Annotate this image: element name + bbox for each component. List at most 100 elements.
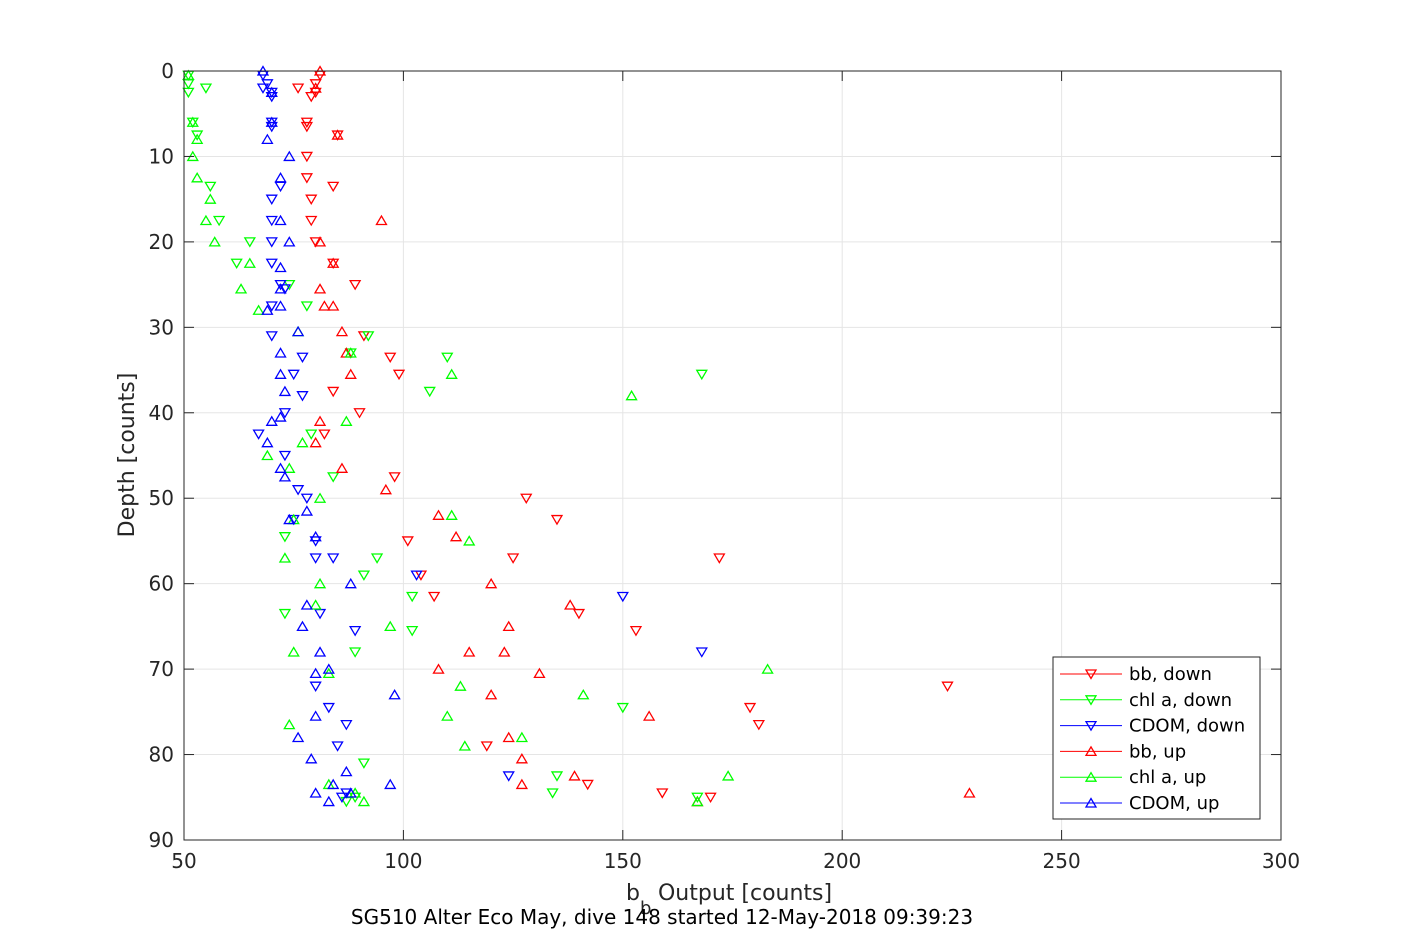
data-point-up: [691, 795, 704, 807]
data-point-down: [278, 408, 292, 419]
data-point-down: [743, 702, 757, 714]
legend-entry: chl a, up: [1060, 767, 1206, 788]
x-axis-label-main: b: [626, 881, 640, 906]
data-point-up: [344, 347, 357, 358]
data-point-up: [274, 368, 287, 379]
data-point-up: [313, 236, 327, 247]
data-point-down: [410, 570, 423, 581]
data-point-up: [265, 86, 278, 98]
data-point-up: [208, 236, 221, 247]
data-point-down: [480, 741, 493, 752]
data-point-down: [305, 194, 318, 205]
data-point-down: [191, 130, 204, 141]
data-point-up: [182, 69, 195, 80]
legend-box: [1052, 656, 1261, 820]
data-point-down: [388, 472, 401, 483]
data-point-up: [515, 753, 529, 764]
data-point-up: [283, 718, 296, 730]
data-point-up: [186, 116, 199, 127]
data-point-down: [327, 553, 340, 564]
data-point-up: [485, 577, 498, 589]
legend-entry: CDOM, down: [1060, 716, 1245, 737]
data-point-down: [348, 626, 362, 637]
x-axis-label: b b Output [counts]: [626, 881, 832, 919]
data-point-down: [300, 493, 314, 505]
x-tick-labels: 50 100 150 200 250 300: [171, 849, 1300, 873]
data-point-down: [384, 352, 397, 364]
data-point-down: [256, 83, 270, 94]
data-point-up: [327, 300, 340, 311]
data-point-up: [296, 620, 309, 632]
data-point-down: [331, 741, 344, 752]
data-point-up: [515, 778, 529, 790]
data-point-up: [274, 172, 287, 183]
y-tick-label: 20: [149, 230, 174, 254]
legend-label: CDOM, down: [1129, 716, 1245, 737]
data-point-down: [265, 301, 278, 312]
data-point-down: [406, 626, 419, 637]
data-point-up: [265, 116, 278, 127]
data-point-down: [506, 553, 520, 564]
legend-marker: [1084, 745, 1098, 757]
data-point-up: [335, 325, 349, 337]
data-point-up: [568, 770, 581, 781]
data-point-down: [616, 702, 629, 714]
data-point-up: [309, 667, 322, 679]
series-3: [309, 65, 976, 807]
data-point-down: [278, 450, 292, 462]
data-point-up: [261, 133, 274, 145]
data-point-up: [498, 646, 511, 657]
data-point-down: [572, 608, 586, 620]
data-point-up: [388, 688, 401, 700]
y-tick-label: 60: [149, 572, 174, 596]
data-point-up: [379, 483, 392, 495]
data-point-down: [296, 352, 309, 364]
data-point-up: [625, 389, 638, 401]
data-point-up: [331, 129, 344, 140]
data-point-down: [752, 720, 765, 731]
data-point-up: [327, 257, 340, 268]
data-point-up: [300, 505, 314, 516]
legend-entry: CDOM, up: [1060, 793, 1219, 814]
data-point-up: [313, 415, 327, 426]
data-point-down: [704, 792, 717, 804]
data-point-up: [384, 620, 397, 632]
data-point-down: [291, 83, 305, 94]
data-point-up: [458, 740, 471, 751]
data-point-down: [296, 391, 309, 402]
data-point-down: [581, 779, 594, 791]
data-point-up: [261, 304, 274, 315]
data-point-up: [485, 688, 498, 700]
data-point-up: [309, 530, 322, 542]
data-point-down: [212, 215, 226, 227]
data-point-up: [234, 283, 248, 294]
data-point-up: [463, 646, 476, 657]
data-point-down: [265, 258, 278, 270]
data-point-up: [305, 753, 318, 764]
data-point-down: [305, 215, 318, 227]
data-point-up: [274, 347, 287, 358]
data-point-up: [291, 325, 305, 337]
data-point-down: [300, 121, 314, 133]
x-axis-label-subscript: b: [640, 898, 651, 919]
y-tick-labels: 0 10 20 30 40 50 60 70 80 90: [149, 59, 174, 852]
x-tick-label: 150: [604, 849, 642, 873]
data-point-up: [274, 300, 287, 311]
data-point-down: [392, 369, 406, 381]
data-point-up: [454, 680, 467, 691]
data-point-up: [204, 193, 217, 204]
data-point-down: [691, 792, 704, 804]
data-point-up: [309, 710, 322, 721]
legend-marker: [1084, 669, 1098, 680]
data-point-up: [357, 795, 371, 807]
data-point-up: [432, 663, 445, 674]
data-point-down: [502, 771, 515, 782]
data-point-down: [322, 702, 335, 714]
data-point-up: [642, 710, 656, 721]
data-point-down: [348, 647, 362, 658]
data-point-up: [721, 770, 735, 781]
y-axis-label: Depth [counts]: [115, 373, 140, 538]
data-point-up: [384, 778, 397, 790]
legend-marker: [1084, 771, 1098, 782]
legend-marker: [1084, 720, 1098, 732]
